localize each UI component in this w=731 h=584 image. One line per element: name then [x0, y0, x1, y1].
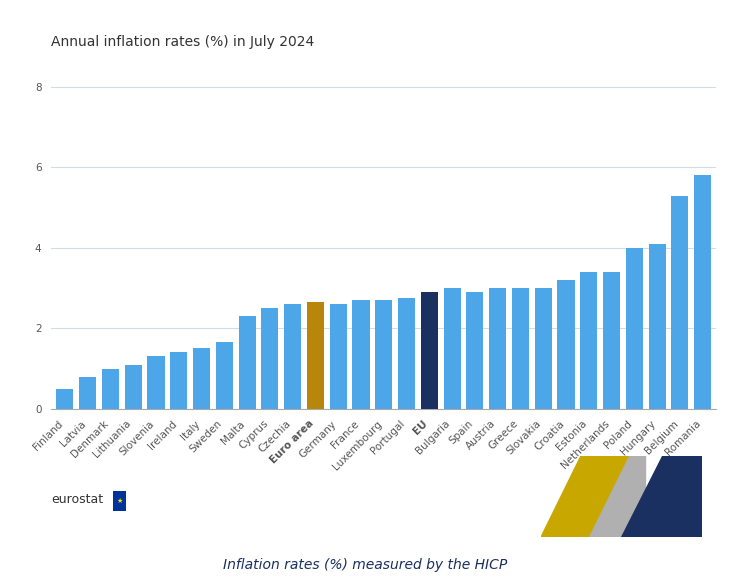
Bar [102, 369, 119, 409]
Bar [603, 272, 620, 409]
Polygon shape [541, 456, 645, 537]
Bar [626, 248, 643, 409]
Bar [261, 308, 279, 409]
Bar [558, 280, 575, 409]
Bar [466, 292, 483, 409]
Bar [375, 300, 393, 409]
Bar [193, 349, 210, 409]
Bar [307, 302, 324, 409]
Bar [671, 196, 689, 409]
Polygon shape [589, 456, 645, 537]
Bar [398, 298, 415, 409]
Bar [170, 353, 187, 409]
Bar [284, 304, 301, 409]
Bar [580, 272, 597, 409]
Bar [694, 175, 711, 409]
Bar [216, 342, 233, 409]
Bar [648, 244, 666, 409]
Bar [444, 288, 461, 409]
Bar [489, 288, 507, 409]
Bar [125, 364, 142, 409]
Bar [352, 300, 370, 409]
Bar [421, 292, 438, 409]
Text: eurostat: eurostat [51, 493, 103, 506]
Text: Inflation rates (%) measured by the HICP: Inflation rates (%) measured by the HICP [224, 558, 507, 572]
Polygon shape [621, 456, 702, 537]
Bar [512, 288, 529, 409]
Bar [148, 356, 164, 409]
Bar [56, 389, 73, 409]
Bar [238, 317, 256, 409]
Bar [330, 304, 346, 409]
Text: ★: ★ [117, 498, 123, 504]
Text: Annual inflation rates (%) in July 2024: Annual inflation rates (%) in July 2024 [51, 35, 314, 49]
Bar [534, 288, 552, 409]
Bar [79, 377, 96, 409]
